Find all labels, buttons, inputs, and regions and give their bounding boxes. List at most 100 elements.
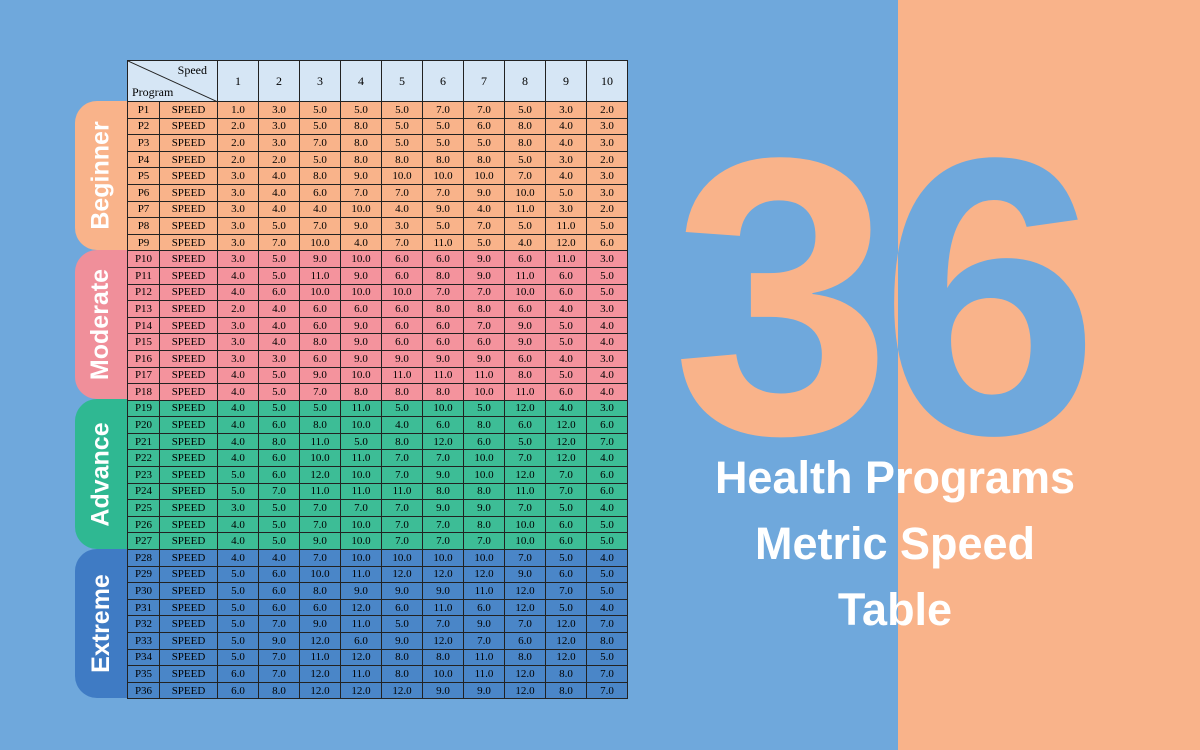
speed-label-cell: SPEED bbox=[159, 549, 218, 567]
speed-label-cell: SPEED bbox=[159, 648, 218, 667]
column-header: 6 bbox=[422, 60, 464, 102]
speed-value-cell: 12.0 bbox=[504, 399, 546, 418]
speed-value-cell: 12.0 bbox=[504, 466, 546, 484]
program-cell: P12 bbox=[127, 283, 160, 302]
speed-label-cell: SPEED bbox=[159, 499, 218, 517]
speed-value-cell: 4.0 bbox=[258, 316, 300, 335]
program-cell: P33 bbox=[127, 632, 160, 650]
table-row: P14 SPEED 3.0 4.0 6.0 9.0 6.0 6.0 7.0 9.0 5.0 4.0 bbox=[127, 316, 628, 335]
speed-value-cell: 5.0 bbox=[463, 233, 505, 252]
corner-program-label: Program bbox=[132, 85, 174, 99]
speed-label-cell: SPEED bbox=[159, 366, 218, 385]
speed-value-cell: 5.0 bbox=[463, 399, 505, 418]
speed-value-cell: 3.0 bbox=[586, 349, 628, 368]
speed-value-cell: 2.0 bbox=[217, 134, 259, 152]
level-tab-advance: Advance bbox=[75, 399, 127, 549]
speed-value-cell: 11.0 bbox=[299, 432, 341, 451]
speed-value-cell: 4.0 bbox=[258, 300, 300, 318]
speed-value-cell: 3.0 bbox=[217, 167, 259, 185]
table-row: P3 SPEED 2.0 3.0 7.0 8.0 5.0 5.0 5.0 8.0 4.0 3.0 bbox=[127, 134, 628, 152]
speed-value-cell: 8.0 bbox=[504, 648, 546, 667]
speed-value-cell: 8.0 bbox=[422, 648, 464, 667]
speed-value-cell: 3.0 bbox=[545, 150, 587, 169]
speed-value-cell: 6.0 bbox=[340, 300, 382, 318]
speed-value-cell: 7.0 bbox=[258, 615, 300, 633]
table-row: P25 SPEED 3.0 5.0 7.0 7.0 7.0 9.0 9.0 7.0 5.0 4.0 bbox=[127, 499, 628, 517]
speed-value-cell: 4.0 bbox=[217, 515, 259, 534]
speed-value-cell: 4.0 bbox=[381, 416, 423, 434]
speed-value-cell: 4.0 bbox=[258, 200, 300, 219]
speed-label-cell: SPEED bbox=[159, 399, 218, 418]
speed-value-cell: 10.0 bbox=[340, 466, 382, 484]
speed-value-cell: 8.0 bbox=[299, 582, 341, 600]
program-cell: P20 bbox=[127, 416, 160, 434]
speed-value-cell: 5.0 bbox=[217, 466, 259, 484]
speed-label-cell: SPEED bbox=[159, 349, 218, 368]
program-cell: P32 bbox=[127, 615, 160, 633]
speed-value-cell: 10.0 bbox=[463, 549, 505, 567]
speed-value-cell: 8.0 bbox=[381, 383, 423, 401]
speed-value-cell: 9.0 bbox=[504, 565, 546, 584]
speed-label-cell: SPEED bbox=[159, 283, 218, 302]
table-row: P16 SPEED 3.0 3.0 6.0 9.0 9.0 9.0 9.0 6.0 4.0 3.0 bbox=[127, 349, 628, 368]
speed-value-cell: 6.0 bbox=[381, 266, 423, 285]
table-row: P9 SPEED 3.0 7.0 10.0 4.0 7.0 11.0 5.0 4.0 12.0 6.0 bbox=[127, 233, 628, 252]
speed-label-cell: SPEED bbox=[159, 250, 218, 268]
speed-value-cell: 12.0 bbox=[422, 432, 464, 451]
speed-value-cell: 10.0 bbox=[381, 167, 423, 185]
program-cell: P10 bbox=[127, 250, 160, 268]
speed-value-cell: 8.0 bbox=[299, 416, 341, 434]
speed-value-cell: 6.0 bbox=[258, 466, 300, 484]
speed-label-cell: SPEED bbox=[159, 134, 218, 152]
speed-value-cell: 10.0 bbox=[299, 565, 341, 584]
speed-value-cell: 11.0 bbox=[463, 648, 505, 667]
speed-value-cell: 10.0 bbox=[463, 383, 505, 401]
speed-value-cell: 5.0 bbox=[586, 582, 628, 600]
column-header: 5 bbox=[381, 60, 423, 102]
table-row: P20 SPEED 4.0 6.0 8.0 10.0 4.0 6.0 8.0 6.0 12.0 6.0 bbox=[127, 416, 628, 434]
speed-value-cell: 3.0 bbox=[545, 101, 587, 119]
speed-label-cell: SPEED bbox=[159, 582, 218, 600]
speed-value-cell: 7.0 bbox=[299, 549, 341, 567]
speed-value-cell: 6.0 bbox=[381, 250, 423, 268]
speed-value-cell: 6.0 bbox=[586, 466, 628, 484]
speed-value-cell: 4.0 bbox=[217, 383, 259, 401]
speed-value-cell: 7.0 bbox=[258, 482, 300, 501]
speed-value-cell: 7.0 bbox=[299, 499, 341, 517]
speed-label-cell: SPEED bbox=[159, 449, 218, 468]
program-cell: P3 bbox=[127, 134, 160, 152]
speed-value-cell: 11.0 bbox=[340, 665, 382, 683]
speed-value-cell: 5.0 bbox=[381, 117, 423, 136]
speed-value-cell: 5.0 bbox=[217, 648, 259, 667]
speed-value-cell: 5.0 bbox=[381, 134, 423, 152]
speed-value-cell: 5.0 bbox=[463, 134, 505, 152]
table-row: P5 SPEED 3.0 4.0 8.0 9.0 10.0 10.0 10.0 7.0 4.0 3.0 bbox=[127, 167, 628, 185]
speed-value-cell: 9.0 bbox=[422, 349, 464, 368]
speed-value-cell: 6.0 bbox=[586, 416, 628, 434]
speed-value-cell: 6.0 bbox=[258, 565, 300, 584]
speed-value-cell: 5.0 bbox=[258, 499, 300, 517]
speed-value-cell: 8.0 bbox=[340, 117, 382, 136]
speed-value-cell: 6.0 bbox=[299, 183, 341, 202]
speed-value-cell: 3.0 bbox=[217, 316, 259, 335]
program-cell: P24 bbox=[127, 482, 160, 501]
speed-label-cell: SPEED bbox=[159, 632, 218, 650]
speed-value-cell: 12.0 bbox=[381, 565, 423, 584]
speed-value-cell: 3.0 bbox=[586, 117, 628, 136]
speed-value-cell: 9.0 bbox=[299, 366, 341, 385]
speed-value-cell: 5.0 bbox=[422, 117, 464, 136]
speed-value-cell: 3.0 bbox=[586, 134, 628, 152]
speed-value-cell: 2.0 bbox=[586, 200, 628, 219]
speed-value-cell: 11.0 bbox=[463, 582, 505, 600]
speed-value-cell: 10.0 bbox=[463, 167, 505, 185]
speed-value-cell: 7.0 bbox=[422, 532, 464, 551]
speed-label-cell: SPEED bbox=[159, 101, 218, 119]
speed-value-cell: 3.0 bbox=[217, 250, 259, 268]
table-row: P19 SPEED 4.0 5.0 5.0 11.0 5.0 10.0 5.0 12.0 4.0 3.… bbox=[127, 399, 628, 418]
speed-value-cell: 5.0 bbox=[545, 333, 587, 351]
speed-value-cell: 3.0 bbox=[217, 349, 259, 368]
speed-value-cell: 6.0 bbox=[586, 233, 628, 252]
speed-value-cell: 12.0 bbox=[545, 449, 587, 468]
speed-value-cell: 3.0 bbox=[217, 183, 259, 202]
program-cell: P29 bbox=[127, 565, 160, 584]
